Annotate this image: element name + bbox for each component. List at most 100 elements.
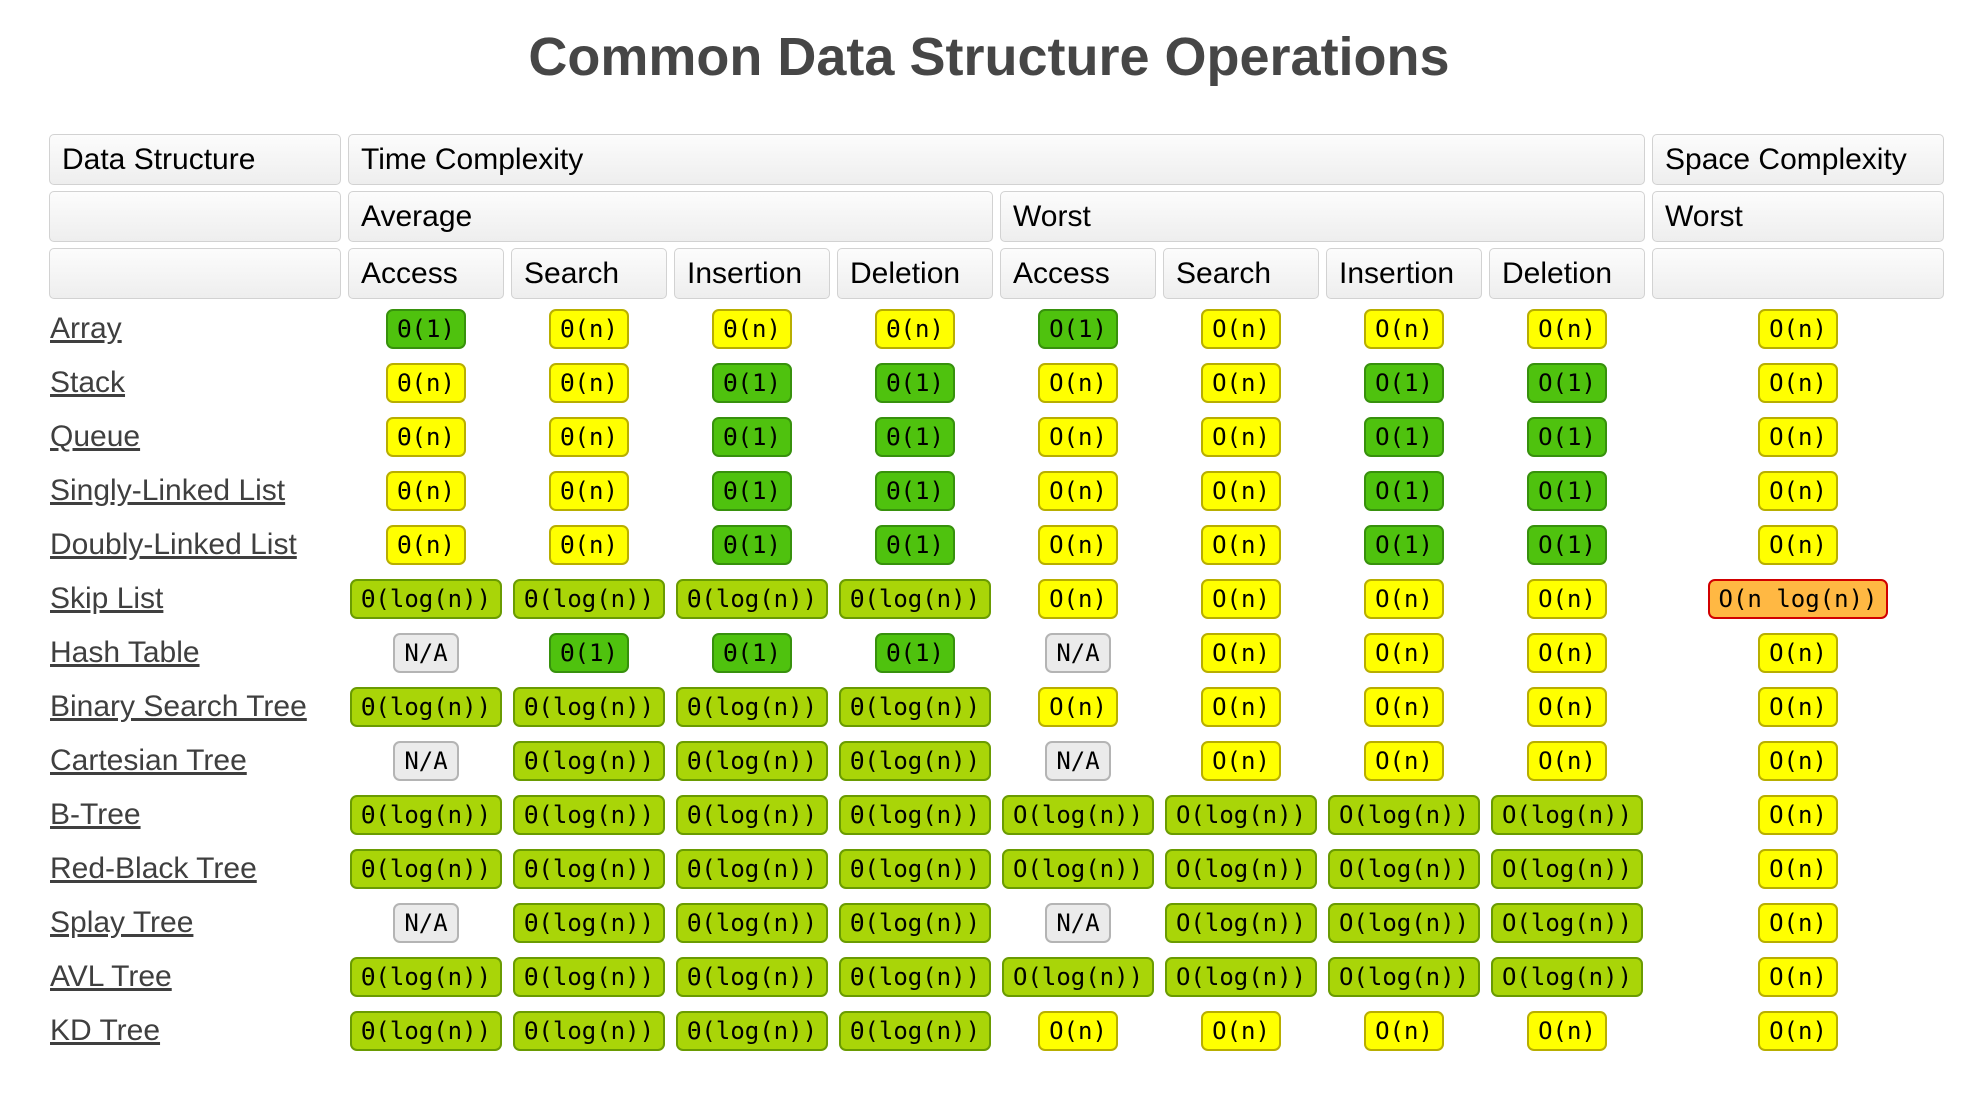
complexity-cell: Θ(log(n)) bbox=[837, 953, 993, 1001]
header-average: Average bbox=[348, 191, 993, 242]
complexity-cell: Θ(1) bbox=[837, 359, 993, 407]
complexity-cell: O(1) bbox=[1326, 521, 1482, 569]
table-row: AVL Tree Θ(log(n)) Θ(log(n)) Θ(log(n)) Θ(log… bbox=[49, 953, 1944, 1001]
complexity-cell: Θ(n) bbox=[674, 305, 830, 353]
complexity-badge: Θ(log(n)) bbox=[675, 1010, 829, 1052]
complexity-badge: O(1) bbox=[1527, 362, 1607, 404]
complexity-cell: N/A bbox=[348, 737, 504, 785]
data-structure-link[interactable]: Singly-Linked List bbox=[50, 474, 286, 507]
complexity-badge: Θ(log(n)) bbox=[349, 1010, 503, 1052]
data-structure-link[interactable]: Doubly-Linked List bbox=[50, 528, 297, 561]
complexity-badge: Θ(n) bbox=[386, 524, 466, 566]
complexity-cell: O(n) bbox=[1652, 305, 1944, 353]
complexity-badge: Θ(log(n)) bbox=[675, 848, 829, 890]
data-structure-link[interactable]: Cartesian Tree bbox=[50, 744, 247, 777]
data-structure-link[interactable]: Hash Table bbox=[50, 636, 200, 669]
complexity-cell: Θ(log(n)) bbox=[348, 683, 504, 731]
data-structure-link[interactable]: Stack bbox=[50, 366, 126, 399]
complexity-badge: Θ(n) bbox=[386, 470, 466, 512]
complexity-cell: Θ(n) bbox=[511, 359, 667, 407]
complexity-cell: Θ(log(n)) bbox=[348, 953, 504, 1001]
complexity-cell: O(n) bbox=[1000, 413, 1156, 461]
complexity-cell: N/A bbox=[1000, 899, 1156, 947]
complexity-badge: O(n) bbox=[1201, 470, 1281, 512]
header-avg-deletion: Deletion bbox=[837, 248, 993, 299]
complexity-cell: Θ(1) bbox=[837, 467, 993, 515]
complexity-badge: Θ(1) bbox=[875, 362, 955, 404]
page-title: Common Data Structure Operations bbox=[528, 27, 1450, 87]
data-structure-link[interactable]: B-Tree bbox=[50, 798, 141, 831]
data-structure-link[interactable]: Array bbox=[50, 312, 122, 345]
table-row: KD Tree Θ(log(n)) Θ(log(n)) Θ(log(n)) Θ(log(… bbox=[49, 1007, 1944, 1055]
complexity-badge: O(1) bbox=[1364, 362, 1444, 404]
complexity-cell: O(n) bbox=[1326, 1007, 1482, 1055]
complexity-badge: O(n) bbox=[1758, 416, 1838, 458]
complexity-cell: Θ(1) bbox=[674, 413, 830, 461]
complexity-cell: O(n) bbox=[1652, 359, 1944, 407]
complexity-badge: O(log(n)) bbox=[1164, 902, 1318, 944]
complexity-badge: O(n) bbox=[1364, 740, 1444, 782]
table-body: Array Θ(1) Θ(n) Θ(n) Θ(n) O(1) O(n) O(n) O(n) O(n… bbox=[49, 305, 1944, 1055]
complexity-cell: O(n) bbox=[1000, 359, 1156, 407]
data-structure-link[interactable]: KD Tree bbox=[50, 1014, 161, 1047]
complexity-cell: Θ(1) bbox=[674, 467, 830, 515]
complexity-badge: O(n log(n)) bbox=[1707, 578, 1889, 620]
data-structure-cell: Hash Table bbox=[49, 629, 341, 677]
complexity-cell: Θ(log(n)) bbox=[674, 683, 830, 731]
header-row-operations: Access Search Insertion Deletion Access … bbox=[49, 248, 1945, 299]
complexity-cell: Θ(1) bbox=[837, 521, 993, 569]
complexity-badge: Θ(log(n)) bbox=[512, 956, 666, 998]
complexity-cell: O(n) bbox=[1163, 305, 1319, 353]
complexity-badge: Θ(1) bbox=[712, 524, 792, 566]
table-row: Splay Tree N/A Θ(log(n)) Θ(log(n)) Θ(log(n))… bbox=[49, 899, 1944, 947]
complexity-cell: Θ(n) bbox=[511, 521, 667, 569]
complexity-badge: Θ(log(n)) bbox=[675, 902, 829, 944]
complexity-cell: O(n) bbox=[1326, 305, 1482, 353]
complexity-badge: Θ(log(n)) bbox=[838, 902, 992, 944]
complexity-badge: O(log(n)) bbox=[1164, 956, 1318, 998]
data-structure-link[interactable]: Splay Tree bbox=[50, 906, 194, 939]
table-row: Queue Θ(n) Θ(n) Θ(1) Θ(1) O(n) O(n) O(1) O(1) O(n… bbox=[49, 413, 1944, 461]
complexity-cell: Θ(n) bbox=[348, 521, 504, 569]
complexity-cell: O(n) bbox=[1489, 305, 1645, 353]
complexity-cell: O(n) bbox=[1163, 683, 1319, 731]
complexity-cell: Θ(1) bbox=[837, 413, 993, 461]
data-structure-link[interactable]: Skip List bbox=[50, 582, 164, 615]
complexity-cell: Θ(1) bbox=[511, 629, 667, 677]
complexity-badge: Θ(n) bbox=[549, 470, 629, 512]
complexity-badge: N/A bbox=[1045, 632, 1111, 674]
data-structure-link[interactable]: Queue bbox=[50, 420, 141, 453]
header-row-groups: Data Structure Time Complexity Space Com… bbox=[49, 134, 1945, 185]
complexity-badge: O(log(n)) bbox=[1327, 848, 1481, 890]
complexity-badge: O(n) bbox=[1758, 1010, 1838, 1052]
complexity-badge: Θ(1) bbox=[875, 632, 955, 674]
complexity-cell: O(n) bbox=[1326, 575, 1482, 623]
data-structure-link[interactable]: Red-Black Tree bbox=[50, 852, 257, 885]
complexity-cell: O(log(n)) bbox=[1489, 845, 1645, 893]
complexity-cell: Θ(log(n)) bbox=[511, 899, 667, 947]
data-structure-link[interactable]: Binary Search Tree bbox=[50, 690, 307, 723]
data-structure-cell: Singly-Linked List bbox=[49, 467, 341, 515]
complexity-badge: Θ(log(n)) bbox=[838, 956, 992, 998]
complexity-badge: O(n) bbox=[1758, 524, 1838, 566]
header-row-case: Average Worst Worst bbox=[49, 191, 1945, 242]
complexity-cell: O(n) bbox=[1326, 629, 1482, 677]
complexity-badge: Θ(log(n)) bbox=[838, 686, 992, 728]
complexity-badge: O(1) bbox=[1527, 470, 1607, 512]
data-structure-cell: KD Tree bbox=[49, 1007, 341, 1055]
complexity-badge: Θ(n) bbox=[549, 362, 629, 404]
complexity-badge: Θ(n) bbox=[386, 416, 466, 458]
complexity-badge: O(n) bbox=[1038, 686, 1118, 728]
complexity-badge: O(log(n)) bbox=[1001, 956, 1155, 998]
complexity-badge: Θ(1) bbox=[712, 416, 792, 458]
complexity-cell: O(n) bbox=[1652, 899, 1944, 947]
complexity-badge: Θ(log(n)) bbox=[512, 794, 666, 836]
header-avg-search: Search bbox=[511, 248, 667, 299]
complexity-cell: O(log(n)) bbox=[1326, 845, 1482, 893]
data-structure-link[interactable]: AVL Tree bbox=[50, 960, 172, 993]
complexity-cell: Θ(1) bbox=[674, 629, 830, 677]
complexity-badge: O(n) bbox=[1527, 740, 1607, 782]
complexity-cell: Θ(n) bbox=[348, 359, 504, 407]
complexity-cell: Θ(log(n)) bbox=[837, 899, 993, 947]
complexity-cell: O(1) bbox=[1326, 467, 1482, 515]
